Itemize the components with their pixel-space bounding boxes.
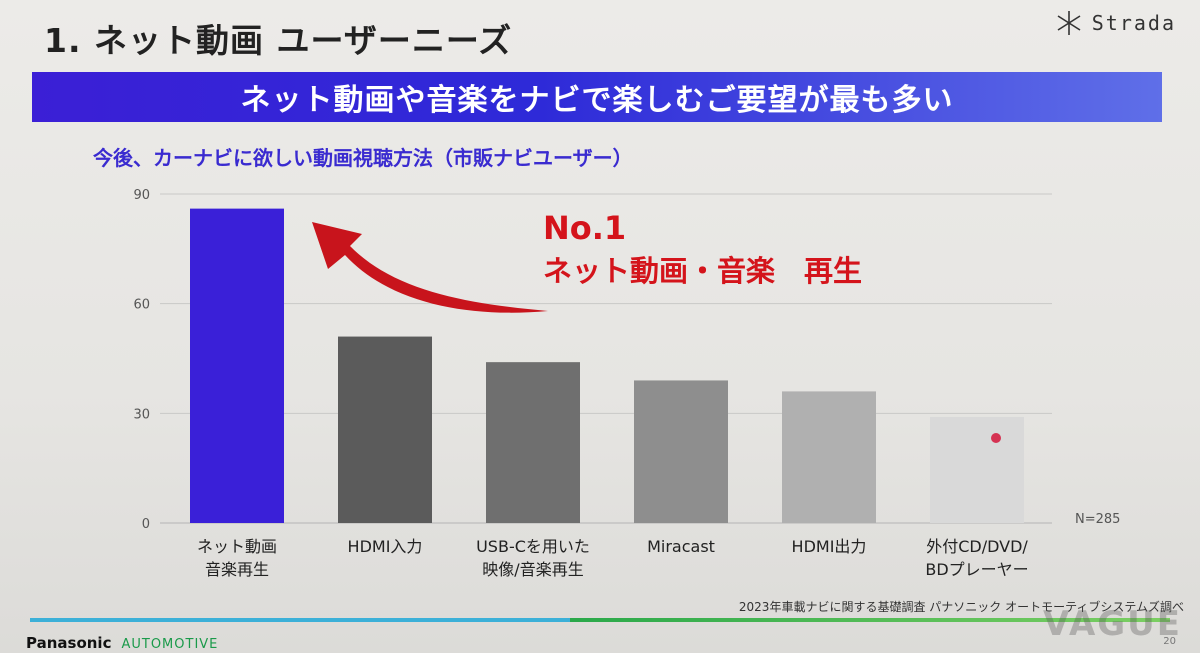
bar (486, 362, 580, 523)
y-tick-label: 0 (142, 517, 150, 532)
brand-name: Strada (1091, 11, 1176, 35)
x-tick-label: 外付CD/DVD/ (926, 537, 1028, 556)
banner-text: ネット動画や音楽をナビで楽しむご要望が最も多い (240, 83, 954, 118)
bar (930, 416, 1024, 523)
x-tick-label: 映像/音楽再生 (482, 560, 583, 579)
x-tick-label: HDMI出力 (792, 537, 867, 556)
headline-banner: ネット動画や音楽をナビで楽しむご要望が最も多い (32, 72, 1162, 122)
x-tick-label: USB-Cを用いた (476, 537, 590, 556)
y-tick-label: 60 (133, 298, 150, 313)
bar (190, 208, 284, 523)
footer-logo: Panasonic AUTOMOTIVE (26, 634, 218, 652)
slide-title: 1. ネット動画 ユーザーニーズ (44, 21, 513, 60)
source-note: 2023年車載ナビに関する基礎調査 パナソニック オートモーティブシステムズ調べ (738, 600, 1184, 614)
callout-arrow (312, 222, 548, 313)
callout: No.1 ネット動画・音楽 再生 (543, 208, 862, 294)
footer-rule-green (570, 618, 1170, 622)
callout-label: ネット動画・音楽 再生 (543, 254, 863, 288)
footer-rule-blue (30, 618, 570, 622)
footer-sub: AUTOMOTIVE (121, 637, 219, 652)
page-number: 20 (1163, 636, 1176, 647)
strada-star-icon (1057, 11, 1081, 35)
brand-logo: Strada (1056, 10, 1176, 36)
bar (782, 391, 876, 523)
bar (634, 380, 728, 523)
footer-brand: Panasonic (26, 634, 112, 652)
chart-title: 今後、カーナビに欲しい動画視聴方法（市販ナビユーザー） (93, 146, 633, 170)
x-tick-label: 音楽再生 (205, 560, 269, 579)
x-tick-label: ネット動画 (197, 537, 277, 556)
callout-rank: No.1 (543, 209, 627, 247)
y-tick-label: 90 (133, 188, 150, 203)
arrow-shape (312, 222, 548, 313)
bar (338, 336, 432, 523)
x-tick-label: HDMI入力 (348, 537, 423, 556)
laser-pointer-dot (991, 433, 1001, 443)
sample-size: N=285 (1075, 512, 1121, 527)
watermark: VAGUE (1042, 604, 1182, 644)
x-tick-label: Miracast (647, 537, 715, 556)
y-tick-label: 30 (133, 407, 150, 422)
x-tick-label: BDプレーヤー (925, 560, 1028, 579)
